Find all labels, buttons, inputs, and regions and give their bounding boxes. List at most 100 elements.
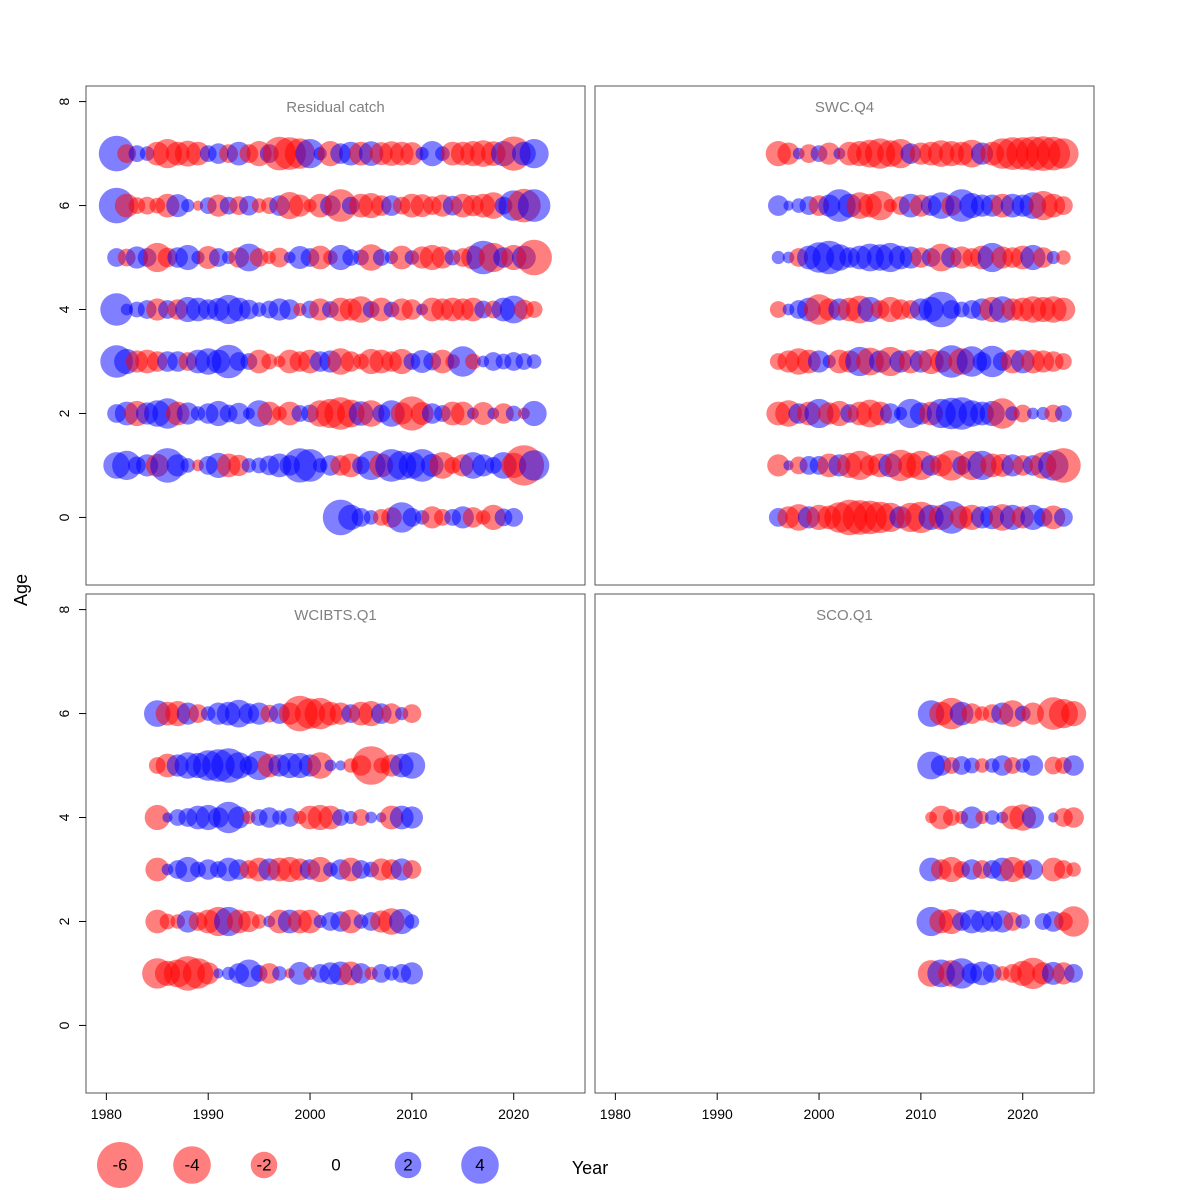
legend-label: 2 <box>403 1156 412 1175</box>
bubble-point <box>279 299 301 320</box>
bubble-point <box>352 809 370 826</box>
legend: -6 -4 -2 0 2 4 <box>97 1142 499 1188</box>
bubble-point <box>351 746 391 785</box>
legend-label: 4 <box>475 1156 484 1175</box>
bubble-point <box>227 806 250 829</box>
x-tick-label: 2020 <box>1007 1106 1038 1122</box>
bubble-point <box>419 141 445 167</box>
bubble-point <box>1015 914 1030 929</box>
bubble-point <box>974 758 990 773</box>
legend-item: 4 <box>461 1146 499 1184</box>
bubble-point <box>100 293 133 326</box>
bubble-point <box>350 963 372 984</box>
legend-label: -6 <box>112 1156 127 1175</box>
bubble-point <box>1054 196 1073 216</box>
bubble-point <box>943 809 960 826</box>
bubble-point <box>505 405 522 422</box>
bubble-point <box>338 909 363 934</box>
bubble-point <box>159 913 176 930</box>
bubble-point <box>261 353 278 370</box>
bubble-point <box>308 245 333 270</box>
bubble-point <box>288 194 311 217</box>
x-tick-label: 2010 <box>905 1106 936 1122</box>
bubble-point <box>249 248 269 267</box>
legend-bubble <box>97 1142 143 1188</box>
panel-title: Residual catch <box>286 99 384 116</box>
x-tick-label: 1990 <box>193 1106 224 1122</box>
bubble-point <box>1066 862 1081 877</box>
bubble-point <box>389 908 415 935</box>
x-tick-label: 1980 <box>91 1106 122 1122</box>
x-tick-label: 2020 <box>498 1106 529 1122</box>
bubble-point <box>526 354 542 369</box>
bubble-point <box>293 449 327 482</box>
panel-title: SWC.Q4 <box>815 99 874 116</box>
bubble-point <box>145 857 170 882</box>
x-tick-label: 1980 <box>600 1106 631 1122</box>
bubble-point <box>175 244 201 271</box>
panel-1: Residual catch 0 2 4 6 8 <box>56 85 586 586</box>
panel-frame <box>85 85 586 586</box>
bubble-point <box>306 752 334 779</box>
bubble-point <box>963 757 980 774</box>
legend-item: 2 <box>394 1151 422 1179</box>
bubble-point <box>1055 353 1072 370</box>
bubble-point <box>402 704 422 723</box>
bubble-point <box>197 962 220 985</box>
bubble-point <box>181 199 195 213</box>
bubble-point <box>987 398 1018 429</box>
panel-3: WCIBTS.Q1 0 2 4 6 8 1980 1990 2000 2010 2020 <box>56 593 586 1122</box>
bubble-point <box>465 353 481 370</box>
bubble-point <box>288 961 312 985</box>
bubble-point <box>213 968 224 979</box>
bubble-point <box>257 401 282 426</box>
bubble-point <box>525 301 543 318</box>
bubble-point <box>430 349 455 374</box>
y-tick-label: 0 <box>56 513 72 521</box>
legend-bubble <box>394 1151 422 1179</box>
bubble-point <box>401 299 423 320</box>
bubble-point <box>298 909 322 934</box>
bubble-point <box>1046 250 1060 265</box>
panel-2: SWC.Q4 <box>594 85 1095 586</box>
bubble-point <box>1055 405 1072 422</box>
bubble-point <box>960 806 983 829</box>
y-tick-label: 0 <box>56 1021 72 1029</box>
bubble-point <box>518 450 550 481</box>
bubble-point <box>1013 404 1032 423</box>
bubble-point <box>771 250 785 265</box>
bubble-point <box>400 962 423 985</box>
bubble-point <box>365 811 377 824</box>
bubble-point <box>1064 964 1083 983</box>
bubble-point <box>1048 138 1079 169</box>
bubble-point <box>335 760 346 771</box>
panel-frame <box>594 85 1095 586</box>
bubble-point <box>1046 448 1081 483</box>
y-tick-label: 8 <box>56 97 72 105</box>
legend-bubble <box>173 1146 211 1184</box>
bubble-point <box>400 142 424 166</box>
bubble-point <box>471 402 495 425</box>
bubble-point <box>517 189 551 222</box>
x-axis-label: Year <box>572 1158 608 1178</box>
bubble-point <box>1004 757 1021 774</box>
bubble-point <box>447 346 478 377</box>
bubble-point <box>984 810 1000 825</box>
bubble-point <box>818 142 841 165</box>
bubble-point <box>1054 508 1073 527</box>
bubble-point <box>307 856 333 883</box>
y-tick-label: 4 <box>56 813 72 821</box>
bubble-point <box>1032 247 1054 268</box>
bubble-point <box>1063 755 1084 776</box>
bubble-point <box>807 350 831 373</box>
panel-frame <box>594 593 1095 1094</box>
bubble-point <box>166 194 190 218</box>
bubble-point <box>1056 250 1071 265</box>
bubble-point <box>398 752 426 779</box>
bubble-point <box>251 914 267 929</box>
panel-title: WCIBTS.Q1 <box>294 607 377 624</box>
bubble-point <box>228 402 250 425</box>
bubble-point <box>381 703 402 724</box>
bubble-point <box>1051 297 1076 322</box>
